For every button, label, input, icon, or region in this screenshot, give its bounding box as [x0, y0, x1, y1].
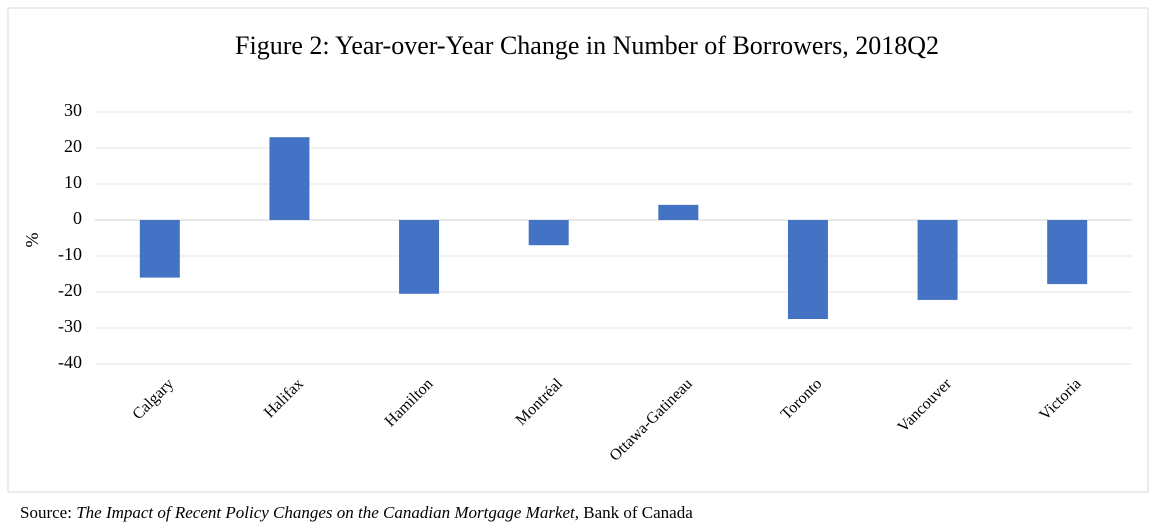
y-tick-label: 0 [73, 208, 82, 228]
bar [658, 204, 699, 220]
bar [787, 220, 828, 319]
y-tick-label: 20 [64, 136, 82, 156]
source-note: Source: The Impact of Recent Policy Chan… [20, 503, 693, 523]
bar [528, 220, 569, 246]
source-publisher: Bank of Canada [583, 503, 693, 522]
y-tick-label: -40 [58, 352, 82, 372]
y-tick-label: -30 [58, 316, 82, 336]
bar [139, 220, 180, 278]
source-label: Source: [20, 503, 72, 522]
chart-frame [7, 7, 1149, 493]
y-tick-label: -10 [58, 244, 82, 264]
bar [269, 137, 310, 220]
bar [917, 220, 958, 300]
y-tick-label: -20 [58, 280, 82, 300]
chart-title: Figure 2: Year-over-Year Change in Numbe… [235, 31, 939, 60]
y-tick-label: 10 [64, 172, 82, 192]
bar [1047, 220, 1088, 285]
y-axis-label: % [22, 233, 42, 248]
bar [399, 220, 440, 294]
source-title: The Impact of Recent Policy Changes on t… [76, 503, 579, 522]
y-tick-label: 30 [64, 100, 82, 120]
